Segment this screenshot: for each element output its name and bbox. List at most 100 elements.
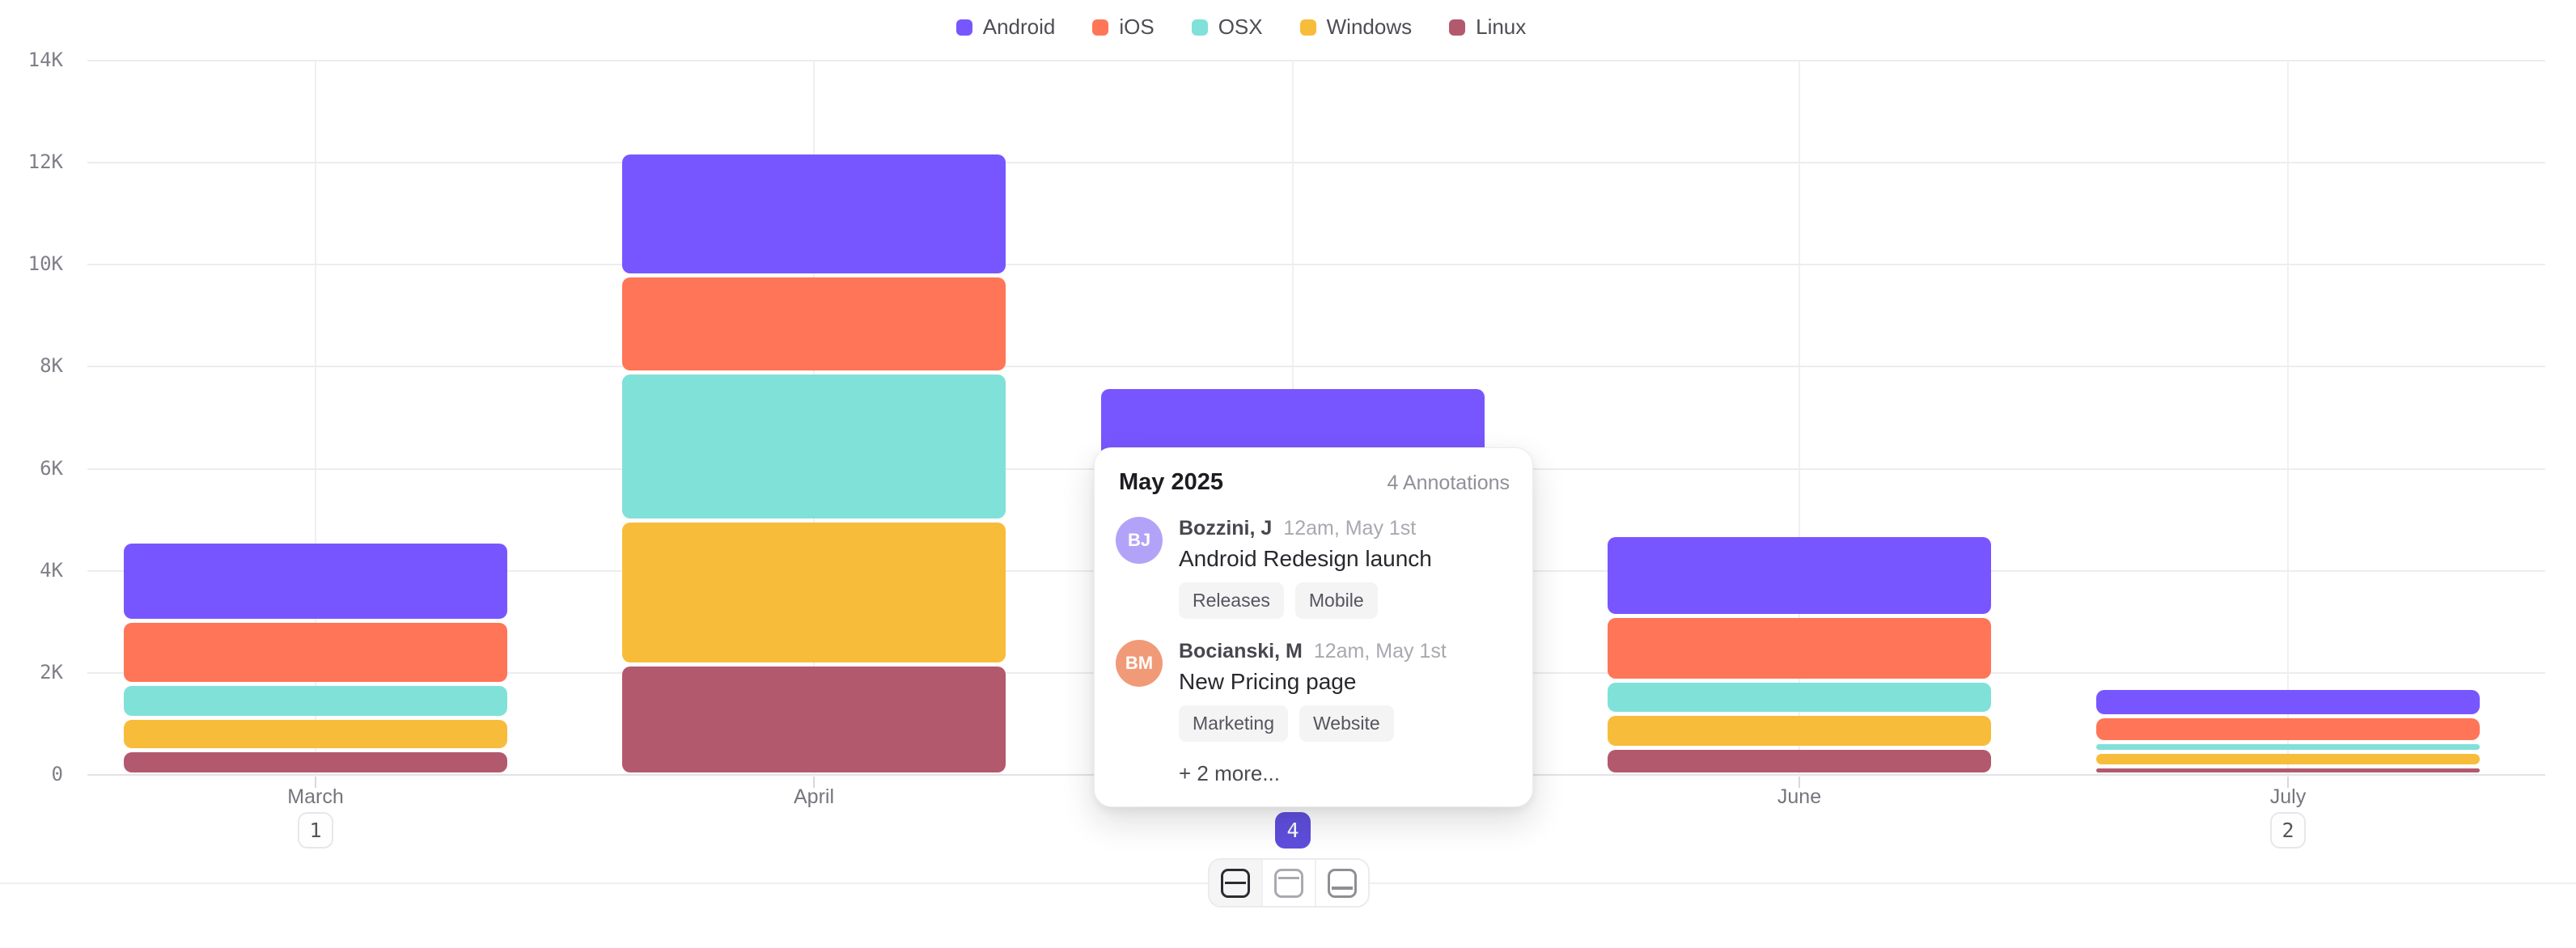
icon-divider-line — [1332, 887, 1353, 890]
bar-segment-linux-april[interactable] — [622, 666, 1006, 772]
popover-title: May 2025 — [1119, 469, 1223, 495]
bar-segment-osx-april[interactable] — [622, 375, 1006, 518]
annotation-badge-may[interactable]: 4 — [1275, 812, 1311, 849]
y-axis-tick-label: 12K — [28, 150, 63, 174]
bar-june — [1608, 537, 1991, 772]
bar-segment-android-april[interactable] — [622, 154, 1006, 274]
legend-label: iOS — [1119, 15, 1155, 39]
y-axis-tick-label: 8K — [40, 354, 63, 378]
annotation-tag[interactable]: Website — [1299, 705, 1394, 742]
annotation-tag[interactable]: Releases — [1179, 582, 1284, 619]
legend-label: OSX — [1218, 15, 1263, 39]
horizontal-gridline — [87, 366, 2545, 368]
annotation-body: Bocianski, M 12am, May 1st New Pricing pag… — [1179, 640, 1447, 742]
legend-label: Windows — [1326, 15, 1413, 39]
show-more-annotations-link[interactable]: + 2 more... — [1179, 761, 1280, 785]
bar-segment-android-march[interactable] — [124, 543, 507, 620]
x-axis-tick — [1799, 777, 1800, 788]
bar-segment-ios-april[interactable] — [622, 277, 1006, 371]
annotation-tag[interactable]: Mobile — [1294, 582, 1378, 619]
legend-item-android[interactable]: Android — [955, 15, 1056, 40]
y-axis-tick-label: 0 — [51, 763, 63, 785]
annotation-timestamp: 12am, May 1st — [1283, 517, 1417, 540]
horizontal-gridline — [87, 162, 2545, 164]
popover-header: May 2025 4 Annotations — [1116, 469, 1510, 496]
legend-swatch-icon — [1299, 19, 1316, 36]
annotations-popover: May 2025 4 Annotations BJ Bozzini, J 12am,… — [1094, 447, 1533, 807]
bar-segment-ios-july[interactable] — [2096, 717, 2480, 741]
bar-segment-windows-july[interactable] — [2096, 754, 2480, 764]
legend-swatch-icon — [955, 19, 972, 36]
icon-divider-line — [1225, 881, 1246, 885]
annotation-badge-july[interactable]: 2 — [2270, 812, 2306, 849]
layout-toggle-2[interactable] — [1261, 860, 1315, 906]
horizontal-gridline — [87, 264, 2545, 266]
annotation-author: Bozzini, J — [1179, 517, 1273, 540]
bar-segment-linux-june[interactable] — [1608, 750, 1991, 772]
bar-segment-windows-june[interactable] — [1608, 715, 1991, 747]
bar-segment-osx-march[interactable] — [124, 685, 507, 716]
legend-item-linux[interactable]: Linux — [1449, 15, 1526, 40]
annotation-item[interactable]: BM Bocianski, M 12am, May 1st New Pricing p… — [1116, 640, 1510, 742]
legend-swatch-icon — [1092, 19, 1109, 36]
popover-annotation-count: 4 Annotations — [1387, 472, 1510, 494]
annotation-list: BJ Bozzini, J 12am, May 1st Android Redesig… — [1116, 517, 1510, 742]
legend-swatch-icon — [1191, 19, 1208, 36]
legend-item-osx[interactable]: OSX — [1191, 15, 1263, 40]
x-axis-label-june: June — [1777, 785, 1822, 808]
annotation-badge-march[interactable]: 1 — [298, 812, 333, 849]
bar-segment-android-june[interactable] — [1608, 537, 1991, 614]
x-axis-tick — [315, 777, 316, 788]
legend-label: Linux — [1476, 15, 1527, 39]
bar-segment-osx-july[interactable] — [2096, 744, 2480, 751]
annotation-author: Bocianski, M — [1179, 640, 1303, 662]
x-axis-label-march: March — [287, 785, 344, 808]
x-axis-label-april: April — [793, 785, 834, 808]
annotation-timestamp: 12am, May 1st — [1313, 640, 1447, 662]
bar-segment-osx-june[interactable] — [1608, 682, 1991, 712]
avatar: BJ — [1116, 517, 1163, 564]
bar-segment-windows-april[interactable] — [622, 522, 1006, 662]
annotation-item[interactable]: BJ Bozzini, J 12am, May 1st Android Redesig… — [1116, 517, 1510, 619]
horizontal-gridline — [87, 60, 2545, 61]
annotation-meta: Bozzini, J 12am, May 1st — [1179, 517, 1432, 540]
chart-legend: Android iOS OSX Windows Linux — [0, 15, 2576, 40]
avatar: BM — [1116, 640, 1163, 687]
layout-toggle-1[interactable] — [1210, 860, 1261, 906]
vertical-gridline — [1799, 61, 1800, 775]
icon-divider-line — [1278, 876, 1299, 879]
annotation-meta: Bocianski, M 12am, May 1st — [1179, 640, 1447, 663]
bar-july — [2096, 690, 2480, 772]
annotation-tags: Marketing Website — [1179, 705, 1447, 742]
bar-segment-linux-march[interactable] — [124, 751, 507, 772]
bar-segment-android-july[interactable] — [2096, 690, 2480, 714]
y-axis-tick-label: 2K — [40, 660, 63, 683]
annotation-tags: Releases Mobile — [1179, 582, 1432, 619]
legend-label: Android — [982, 15, 1056, 39]
bar-april — [622, 154, 1006, 772]
split-rows-icon — [1221, 868, 1250, 898]
bar-march — [124, 543, 507, 772]
y-axis-tick-label: 14K — [28, 49, 63, 71]
vertical-gridline — [315, 61, 316, 775]
annotation-title: Android Redesign launch — [1179, 546, 1432, 571]
y-axis-tick-label: 10K — [28, 252, 63, 276]
legend-item-windows[interactable]: Windows — [1299, 15, 1413, 40]
layout-toggle-3[interactable] — [1315, 860, 1368, 906]
annotation-title: New Pricing page — [1179, 669, 1357, 694]
layout-toggle-group — [1208, 858, 1370, 908]
y-axis-tick-label: 6K — [40, 456, 63, 480]
top-panel-icon — [1274, 868, 1303, 898]
bar-segment-ios-june[interactable] — [1608, 617, 1991, 679]
legend-swatch-icon — [1449, 19, 1466, 36]
vertical-gridline — [2287, 61, 2289, 775]
bottom-panel-icon — [1328, 868, 1357, 898]
annotation-tag[interactable]: Marketing — [1179, 705, 1288, 742]
y-axis-tick-label: 4K — [40, 558, 63, 582]
bar-segment-windows-march[interactable] — [124, 720, 507, 748]
x-axis-label-july: July — [2269, 785, 2307, 808]
legend-item-ios[interactable]: iOS — [1092, 15, 1155, 40]
bar-segment-linux-july[interactable] — [2096, 768, 2480, 772]
x-axis-tick — [813, 777, 815, 788]
bar-segment-ios-march[interactable] — [124, 623, 507, 682]
